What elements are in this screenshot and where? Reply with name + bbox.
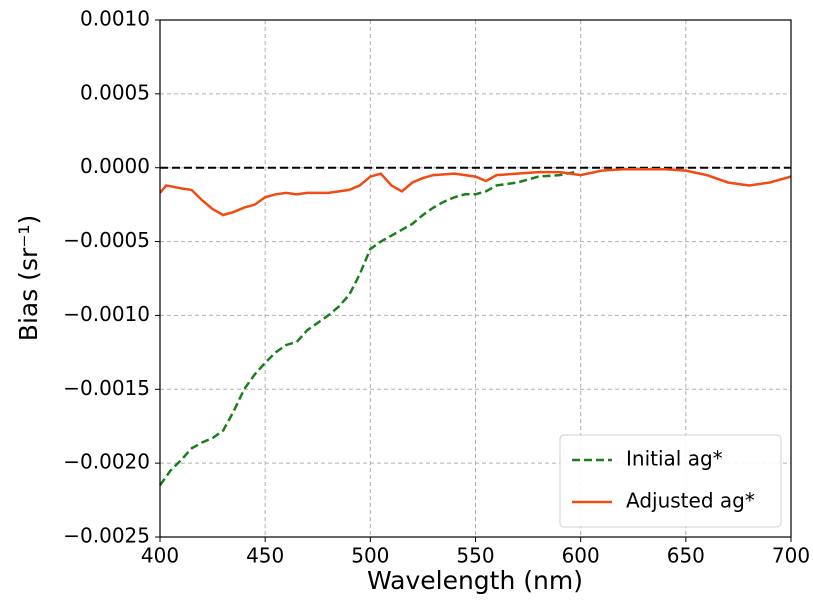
- y-tick-label: −0.0015: [63, 376, 150, 400]
- y-tick-label: 0.0005: [80, 80, 150, 104]
- y-tick-label: 0.0010: [80, 7, 150, 31]
- legend-label: Initial ag*: [626, 447, 723, 471]
- x-tick-label: 700: [772, 544, 810, 568]
- y-tick-label: −0.0025: [63, 524, 150, 548]
- data-line: [159, 167, 792, 217]
- y-tick-label: 0.0000: [80, 154, 150, 178]
- data-line: [158, 170, 575, 487]
- legend-label: Adjusted ag*: [626, 489, 755, 513]
- x-tick-label: 600: [562, 544, 600, 568]
- plot-frame: [159, 19, 792, 538]
- legend-box: [559, 434, 782, 528]
- y-tick-label: −0.0005: [63, 228, 150, 252]
- x-axis-label: Wavelength (nm): [367, 566, 583, 595]
- x-tick-label: 650: [667, 544, 705, 568]
- y-axis-label: Bias (sr⁻¹): [14, 215, 43, 341]
- x-tick-label: 550: [456, 544, 494, 568]
- y-tick-label: −0.0010: [63, 302, 150, 326]
- y-tick-label: −0.0020: [63, 450, 150, 474]
- x-tick-label: 450: [246, 544, 284, 568]
- x-tick-label: 400: [141, 544, 179, 568]
- x-tick-label: 500: [351, 544, 389, 568]
